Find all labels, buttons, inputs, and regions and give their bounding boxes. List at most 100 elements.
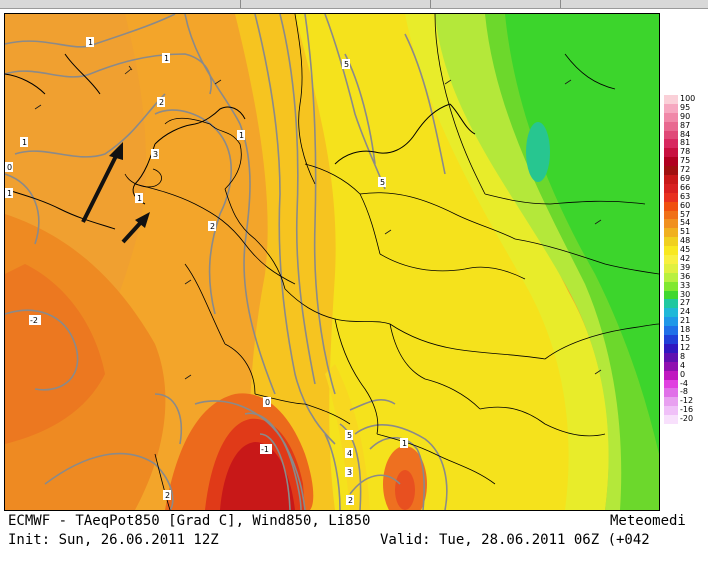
legend-swatch [664, 281, 678, 291]
legend-row: 30 [664, 289, 708, 300]
iso-label: 2 [348, 496, 353, 505]
legend-value: 39 [680, 262, 691, 272]
legend-value: -8 [680, 387, 688, 397]
legend-value: 36 [680, 271, 691, 281]
valid-time: Valid: Tue, 28.06.2011 06Z (+042 [380, 532, 650, 548]
legend-swatch [664, 343, 678, 353]
legend-value: 18 [680, 325, 691, 335]
iso-label: -2 [30, 316, 38, 325]
legend-row: 72 [664, 165, 708, 176]
legend-row: 33 [664, 280, 708, 291]
product-title: ECMWF - TAeqPot850 [Grad C], Wind850, Li… [8, 513, 371, 529]
legend-swatch [664, 317, 678, 327]
legend-row: 78 [664, 147, 708, 158]
legend-row: 57 [664, 210, 708, 220]
legend-row: -12 [664, 396, 708, 407]
legend-swatch [664, 406, 678, 416]
legend-swatch [664, 237, 678, 247]
legend-swatch [664, 112, 678, 122]
legend-value: 27 [680, 298, 691, 308]
legend-row: -16 [664, 405, 708, 416]
legend-swatch [664, 192, 678, 202]
annotation-arrows [81, 142, 150, 244]
legend-swatch [664, 415, 678, 424]
cool-spot [526, 122, 550, 182]
color-legend: 100 95 90 87 84 81 78 75 72 69 66 63 60 57 54 51 48 45 42 3… [664, 94, 708, 424]
legend-row: 81 [664, 138, 708, 149]
legend-row: 100 [664, 94, 708, 104]
arrow-long [81, 153, 119, 223]
init-time: Init: Sun, 26.06.2011 12Z [8, 532, 219, 548]
legend-value: 84 [680, 129, 691, 139]
iso-label: 1 [239, 131, 244, 140]
legend-swatch [664, 210, 678, 220]
field-green-deep [505, 14, 659, 454]
legend-value: 33 [680, 280, 691, 290]
legend-value: 66 [680, 182, 691, 192]
wind-barbs [34, 65, 602, 380]
legend-row: 84 [664, 129, 708, 140]
country-borders [124, 14, 659, 510]
legend-row: 60 [664, 201, 708, 211]
legend-value: 81 [680, 138, 691, 148]
iso-label: 0 [7, 163, 12, 172]
iso-label: 5 [347, 431, 352, 440]
legend-swatch [664, 219, 678, 229]
arrow-short-head [135, 212, 150, 228]
legend-value: 45 [680, 245, 691, 255]
legend-value: 63 [680, 191, 691, 201]
legend-row: 66 [664, 182, 708, 193]
legend-value: -4 [680, 378, 688, 388]
legend-value: 8 [680, 351, 686, 361]
legend-swatch [664, 130, 678, 140]
legend-swatch [664, 139, 678, 149]
legend-value: 12 [680, 342, 691, 352]
legend-swatch [664, 166, 678, 176]
legend-value: 30 [680, 289, 691, 299]
iso-label: 2 [210, 222, 215, 231]
legend-value: 24 [680, 307, 691, 317]
legend-row: 63 [664, 191, 708, 202]
legend-value: 87 [680, 120, 691, 130]
iso-label: 2 [165, 491, 170, 500]
legend-row: 8 [664, 351, 708, 362]
legend-swatch [664, 175, 678, 184]
legend-swatch [664, 397, 678, 407]
legend-row: 18 [664, 325, 708, 336]
legend-value: 75 [680, 156, 691, 166]
legend-row: 42 [664, 254, 708, 264]
iso-label: 0 [265, 398, 270, 407]
legend-row: 48 [664, 236, 708, 247]
legend-row: 75 [664, 156, 708, 167]
iso-label: 1 [7, 189, 12, 198]
iso-label: -1 [261, 445, 269, 454]
iso-label: 4 [347, 449, 352, 458]
hot-zone-core [220, 442, 295, 510]
legend-value: 69 [680, 174, 691, 184]
iso-label: 1 [88, 38, 93, 47]
legend-swatch [664, 228, 678, 238]
legend-row: -8 [664, 387, 708, 398]
legend-row: 36 [664, 271, 708, 282]
legend-swatch [664, 255, 678, 264]
iso-label: 2 [159, 98, 164, 107]
window-top-bar [0, 0, 708, 9]
legend-swatch [664, 272, 678, 282]
legend-swatch [664, 335, 678, 344]
legend-swatch [664, 95, 678, 104]
legend-value: 15 [680, 334, 691, 344]
legend-swatch [664, 308, 678, 318]
legend-row: -20 [664, 414, 708, 424]
legend-value: 95 [680, 102, 691, 112]
weather-map: 1 1 1 1 2 3 1 0 1 2 5 5 -2 0 -1 5 4 3 1 … [4, 13, 660, 511]
legend-row: 15 [664, 334, 708, 344]
legend-row: 87 [664, 120, 708, 131]
legend-swatch [664, 299, 678, 309]
legend-row: 12 [664, 342, 708, 353]
legend-value: 0 [680, 369, 686, 379]
legend-swatch [664, 361, 678, 371]
legend-value: 100 [680, 94, 696, 103]
brand-name: Meteomedi [610, 513, 686, 529]
legend-row: 95 [664, 102, 708, 113]
legend-value: -20 [680, 414, 694, 424]
